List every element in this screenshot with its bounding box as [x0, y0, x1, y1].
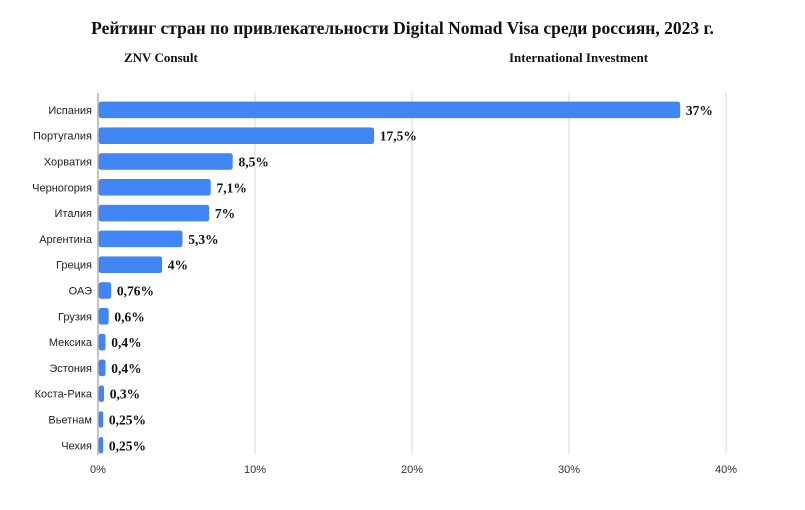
source-left: ZNV Consult	[124, 50, 198, 65]
category-label: ОАЭ	[69, 286, 92, 298]
chart-title: Рейтинг стран по привлекательности Digit…	[91, 18, 714, 38]
value-label: 0,6%	[114, 309, 144, 324]
x-tick-label: 30%	[558, 464, 580, 476]
category-label: Чехия	[61, 440, 92, 452]
category-label: Испания	[48, 105, 92, 117]
bar	[98, 308, 109, 325]
value-label: 0,25%	[109, 413, 146, 428]
value-label: 4%	[168, 258, 188, 273]
bar	[98, 127, 374, 144]
bar	[98, 282, 112, 299]
value-label: 0,25%	[109, 438, 146, 453]
bar	[98, 153, 233, 170]
category-label: Хорватия	[44, 157, 92, 169]
bar	[98, 411, 104, 428]
category-label: Италия	[55, 208, 93, 220]
category-label: Мексика	[49, 337, 93, 349]
value-label: 0,3%	[110, 387, 140, 402]
value-label: 7%	[215, 206, 235, 221]
category-label: Коста-Рика	[35, 389, 93, 401]
x-tick-label: 40%	[715, 464, 737, 476]
bar	[98, 256, 163, 273]
bar	[98, 333, 106, 351]
bar	[98, 101, 681, 119]
x-tick-label: 10%	[244, 464, 266, 476]
value-label: 5,3%	[188, 232, 218, 247]
bar	[98, 437, 104, 454]
bar	[98, 385, 104, 402]
category-label: Грузия	[58, 311, 92, 323]
category-label: Вьетнам	[48, 415, 92, 427]
bar	[98, 204, 210, 222]
value-label: 0,4%	[111, 335, 141, 350]
category-label: Аргентина	[39, 234, 93, 246]
value-label: 7,1%	[216, 180, 246, 195]
value-label: 0,4%	[111, 361, 141, 376]
category-label: Эстония	[49, 363, 92, 375]
bar	[98, 179, 211, 196]
x-tick-label: 20%	[401, 464, 423, 476]
value-label: 8,5%	[238, 155, 268, 170]
x-tick-label: 0%	[90, 464, 106, 476]
category-label: Черногория	[32, 182, 92, 194]
category-label: Португалия	[33, 131, 92, 143]
bar	[98, 230, 183, 248]
category-label: Греция	[56, 260, 92, 272]
source-right: International Investment	[509, 50, 649, 65]
value-label: 37%	[686, 103, 713, 118]
bar	[98, 359, 106, 377]
value-label: 17,5%	[380, 129, 417, 144]
value-label: 0,76%	[117, 284, 154, 299]
